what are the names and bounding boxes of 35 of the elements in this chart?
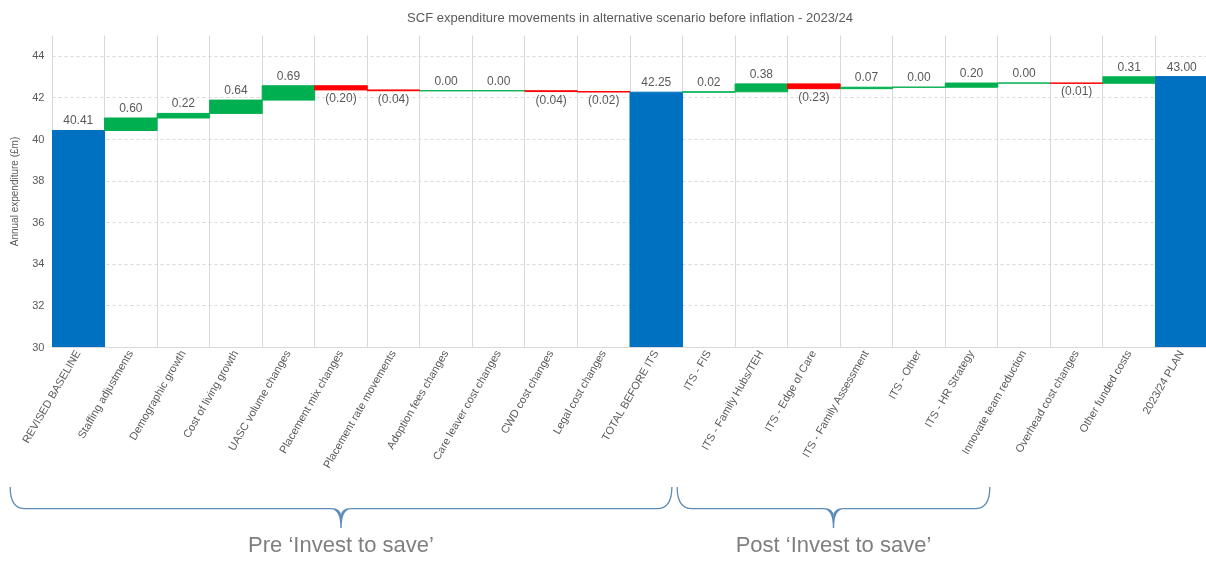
data-label: 0.02 (697, 74, 721, 89)
data-label: 0.38 (749, 66, 774, 81)
y-axis-title: Annual expenditure (£m) (9, 136, 21, 247)
data-label: 0.00 (1012, 66, 1037, 81)
data-label: 0.20 (959, 66, 984, 81)
data-label: 0.69 (276, 68, 301, 83)
y-tick-label: 44 (32, 49, 45, 62)
data-label: (0.04) (535, 92, 567, 107)
x-tick-label: ITS - FIS (680, 348, 714, 393)
text: Pre ‘Invest to save’ (248, 532, 434, 558)
data-label: 40.41 (63, 113, 94, 128)
data-label: 43.00 (1166, 59, 1198, 74)
data-label: (0.02) (588, 92, 620, 107)
y-tick-label: 40 (32, 132, 45, 145)
y-tick-label: 42 (32, 90, 45, 103)
data-label: (0.23) (798, 89, 830, 104)
data-label: 0.07 (854, 70, 879, 85)
y-tick-label: 34 (32, 257, 45, 270)
data-label: 0.00 (907, 70, 931, 85)
data-label: 0.60 (119, 100, 143, 115)
data-label: 0.64 (224, 83, 248, 98)
data-label: 0.00 (486, 73, 511, 88)
data-label: 42.25 (641, 75, 672, 90)
data-label: (0.04) (377, 91, 410, 106)
y-tick-label: 30 (32, 340, 45, 353)
data-label: (0.01) (1060, 84, 1093, 99)
y-tick-label: 38 (32, 174, 45, 187)
data-label: (0.20) (325, 90, 357, 105)
text: Post ‘Invest to save’ (735, 532, 932, 558)
data-label: 0.22 (171, 96, 196, 111)
data-label: 0.31 (1117, 59, 1142, 74)
data-label: 0.00 (434, 73, 459, 88)
chart-title: SCF expenditure movements in alternative scenario before inflation - 2023/24 (407, 10, 853, 25)
y-tick-label: 32 (32, 298, 45, 311)
y-tick-label: 36 (32, 215, 45, 228)
